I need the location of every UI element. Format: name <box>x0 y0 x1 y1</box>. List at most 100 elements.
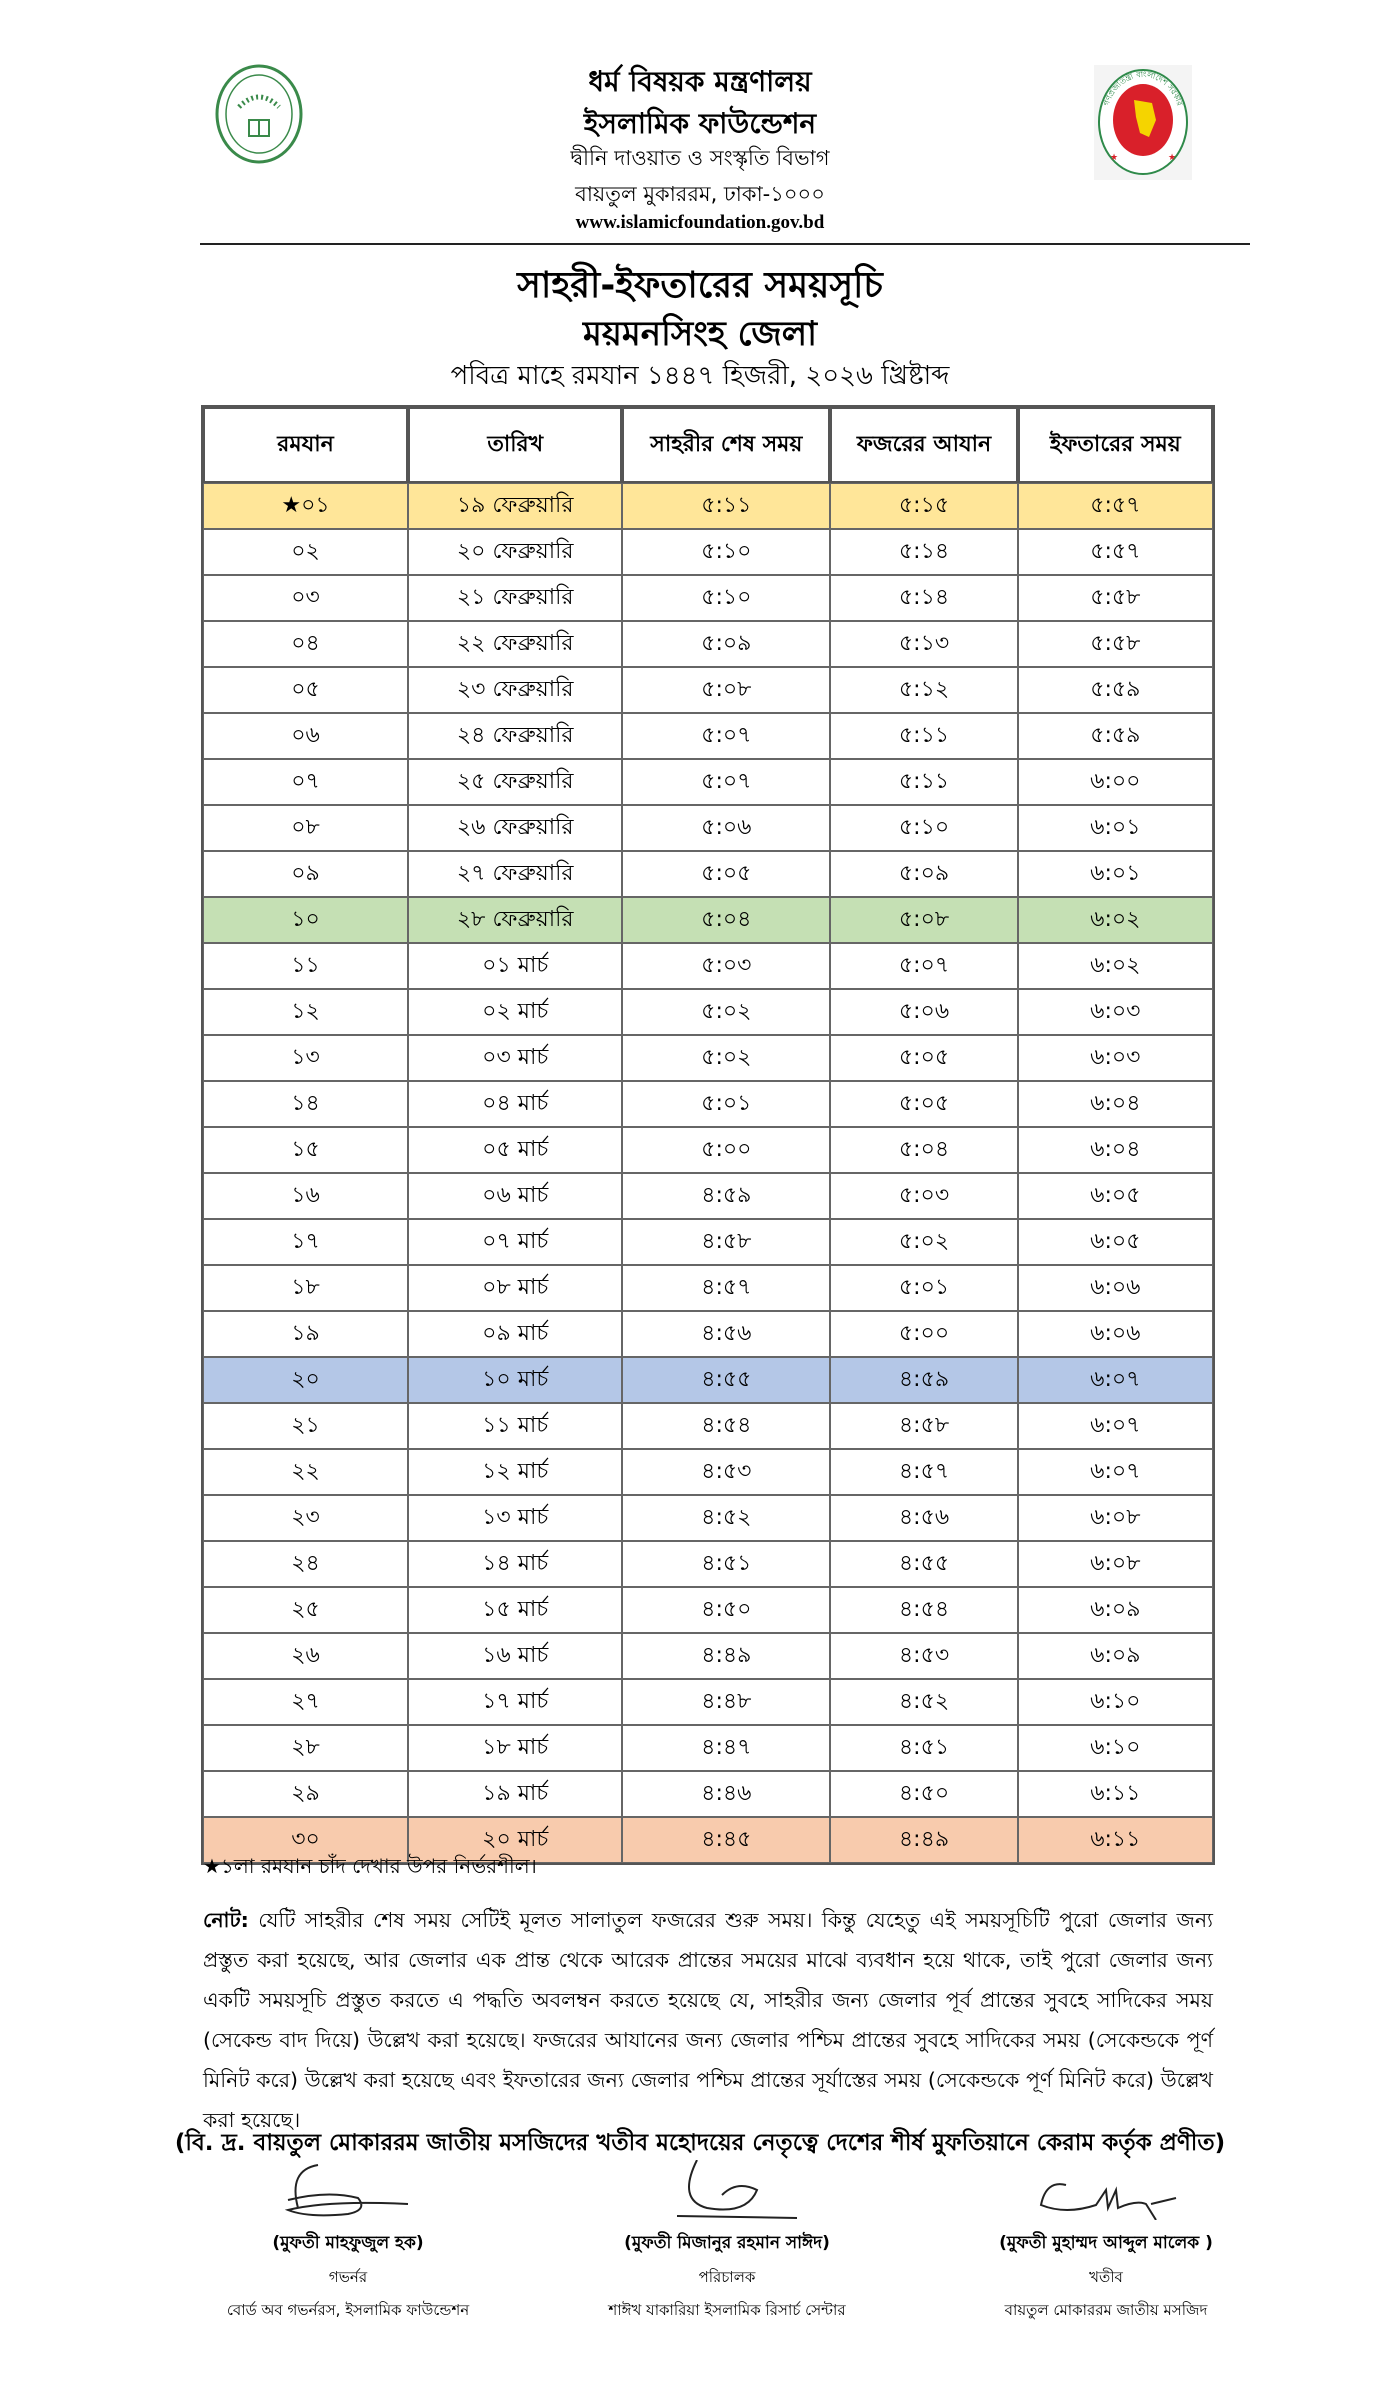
cell-iftar-time: ৬:০০ <box>1017 759 1213 805</box>
cell-date: ১১ মার্চ <box>408 1403 623 1449</box>
cell-date: ২৫ ফেব্রুয়ারি <box>408 759 623 805</box>
cell-ramadan-day: ০২ <box>203 529 409 575</box>
cell-fajr-azan-time: ৪:৫৫ <box>830 1541 1018 1587</box>
cell-iftar-time: ৬:০১ <box>1017 851 1213 897</box>
signature-1 <box>284 2164 409 2217</box>
table-row: ২৮ ১৮ মার্চ ৪:৪৭ ৪:৫১ ৬:১০ <box>203 1725 1213 1771</box>
cell-ramadan-day: ১৫ <box>203 1127 409 1173</box>
cell-date: ১৯ মার্চ <box>408 1771 623 1817</box>
table-row: ০৪ ২২ ফেব্রুয়ারি ৫:০৯ ৫:১৩ ৫:৫৮ <box>203 621 1213 667</box>
table-row: ১৫ ০৫ মার্চ ৫:০০ ৫:০৪ ৬:০৪ <box>203 1127 1213 1173</box>
cell-iftar-time: ৫:৫৭ <box>1017 529 1213 575</box>
cell-sehri-end-time: ৫:০৮ <box>622 667 831 713</box>
table-row: ০৩ ২১ ফেব্রুয়ারি ৫:১০ ৫:১৪ ৫:৫৮ <box>203 575 1213 621</box>
cell-date: ১৬ মার্চ <box>408 1633 623 1679</box>
credit-line: (বি. দ্র. বায়তুল মোকাররম জাতীয় মসজিদের… <box>174 2130 1226 2156</box>
cell-iftar-time: ৫:৫৮ <box>1017 621 1213 667</box>
cell-sehri-end-time: ৪:৫৫ <box>622 1357 831 1403</box>
table-body: ★০১ ১৯ ফেব্রুয়ারি ৫:১১ ৫:১৫ ৫:৫৭ ০২ ২০ ফেব্রু… <box>203 483 1213 1863</box>
cell-fajr-azan-time: ৫:১২ <box>830 667 1018 713</box>
cell-date: ২১ ফেব্রুয়ারি <box>408 575 623 621</box>
table-row: ১৯ ০৯ মার্চ ৪:৫৬ ৫:০০ ৬:০৬ <box>203 1311 1213 1357</box>
cell-iftar-time: ৫:৫৮ <box>1017 575 1213 621</box>
cell-sehri-end-time: ৫:১০ <box>622 575 831 621</box>
cell-iftar-time: ৬:০৪ <box>1017 1127 1213 1173</box>
table-row: ১৩ ০৩ মার্চ ৫:০২ ৫:০৫ ৬:০৩ <box>203 1035 1213 1081</box>
cell-date: ০৯ মার্চ <box>408 1311 623 1357</box>
department-name: দ্বীনি দাওয়াত ও সংস্কৃতি বিভাগ <box>570 146 830 170</box>
cell-sehri-end-time: ৫:১১ <box>622 483 831 529</box>
cell-fajr-azan-time: ৫:০২ <box>830 1219 1018 1265</box>
table-row: ১৭ ০৭ মার্চ ৪:৫৮ ৫:০২ ৬:০৫ <box>203 1219 1213 1265</box>
cell-fajr-azan-time: ৫:১৪ <box>830 575 1018 621</box>
column-header-iftar: ইফতারের সময় <box>1017 407 1213 483</box>
table-row: ১১ ০১ মার্চ ৫:০৩ ৫:০৭ ৬:০২ <box>203 943 1213 989</box>
cell-sehri-end-time: ৪:৪৫ <box>622 1817 831 1863</box>
cell-date: ১৪ মার্চ <box>408 1541 623 1587</box>
cell-ramadan-day: ২৯ <box>203 1771 409 1817</box>
cell-fajr-azan-time: ৪:৫১ <box>830 1725 1018 1771</box>
cell-fajr-azan-time: ৫:১১ <box>830 759 1018 805</box>
cell-ramadan-day: ২৩ <box>203 1495 409 1541</box>
table-header-row: রমযান তারিখ সাহরীর শেষ সময় ফজরের আযান ই… <box>203 407 1213 483</box>
cell-iftar-time: ৬:১০ <box>1017 1679 1213 1725</box>
cell-sehri-end-time: ৫:০৭ <box>622 713 831 759</box>
website-link[interactable]: www.islamicfoundation.gov.bd <box>575 212 825 233</box>
cell-ramadan-day: ২১ <box>203 1403 409 1449</box>
cell-iftar-time: ৬:০৭ <box>1017 1449 1213 1495</box>
cell-fajr-azan-time: ৪:৫৭ <box>830 1449 1018 1495</box>
cell-sehri-end-time: ৪:৫০ <box>622 1587 831 1633</box>
cell-iftar-time: ৬:০৯ <box>1017 1587 1213 1633</box>
cell-fajr-azan-time: ৪:৫৪ <box>830 1587 1018 1633</box>
cell-date: ০৭ মার্চ <box>408 1219 623 1265</box>
cell-iftar-time: ৬:০৯ <box>1017 1633 1213 1679</box>
cell-sehri-end-time: ৫:০০ <box>622 1127 831 1173</box>
cell-iftar-time: ৬:০৩ <box>1017 1035 1213 1081</box>
cell-date: ১৫ মার্চ <box>408 1587 623 1633</box>
table-row: ৩০ ২০ মার্চ ৪:৪৫ ৪:৪৯ ৬:১১ <box>203 1817 1213 1863</box>
table-row: ০৬ ২৪ ফেব্রুয়ারি ৫:০৭ ৫:১১ ৫:৫৯ <box>203 713 1213 759</box>
cell-fajr-azan-time: ৪:৫৮ <box>830 1403 1018 1449</box>
cell-ramadan-day: ০৪ <box>203 621 409 667</box>
cell-iftar-time: ৬:০৫ <box>1017 1173 1213 1219</box>
cell-sehri-end-time: ৫:০২ <box>622 1035 831 1081</box>
cell-fajr-azan-time: ৫:১৫ <box>830 483 1018 529</box>
table-row: ★০১ ১৯ ফেব্রুয়ারি ৫:১১ ৫:১৫ ৫:৫৭ <box>203 483 1213 529</box>
cell-iftar-time: ৫:৫৯ <box>1017 667 1213 713</box>
subtitle: পবিত্র মাহে রমযান ১৪৪৭ হিজরী, ২০২৬ খ্রিষ… <box>450 361 950 391</box>
cell-iftar-time: ৬:০৩ <box>1017 989 1213 1035</box>
cell-ramadan-day: ২২ <box>203 1449 409 1495</box>
signatory-name: (মুফতী মাহফুজুল হক) <box>272 2233 424 2253</box>
cell-sehri-end-time: ৫:০৫ <box>622 851 831 897</box>
cell-ramadan-day: ★০১ <box>203 483 409 529</box>
cell-iftar-time: ৬:১১ <box>1017 1817 1213 1863</box>
cell-ramadan-day: ১৮ <box>203 1265 409 1311</box>
cell-iftar-time: ৬:০৬ <box>1017 1311 1213 1357</box>
cell-iftar-time: ৫:৫৭ <box>1017 483 1213 529</box>
cell-date: ২৬ ফেব্রুয়ারি <box>408 805 623 851</box>
table-row: ২৭ ১৭ মার্চ ৪:৪৮ ৪:৫২ ৬:১০ <box>203 1679 1213 1725</box>
cell-fajr-azan-time: ৫:০৫ <box>830 1081 1018 1127</box>
cell-ramadan-day: ২৪ <box>203 1541 409 1587</box>
page-title: সাহরী-ইফতারের সময়সূচি <box>517 265 883 306</box>
cell-sehri-end-time: ৫:০১ <box>622 1081 831 1127</box>
cell-iftar-time: ৬:০৪ <box>1017 1081 1213 1127</box>
cell-ramadan-day: ২৫ <box>203 1587 409 1633</box>
signatory-name: (মুফতী মুহাম্মদ আব্দুল মালেক ) <box>999 2233 1213 2253</box>
cell-ramadan-day: ০৮ <box>203 805 409 851</box>
note-text: যেটি সাহরীর শেষ সময় সেটিই মূলত সালাতুল … <box>203 1908 1213 2132</box>
cell-sehri-end-time: ৫:০৩ <box>622 943 831 989</box>
cell-iftar-time: ৬:১১ <box>1017 1771 1213 1817</box>
cell-fajr-azan-time: ৫:১০ <box>830 805 1018 851</box>
cell-sehri-end-time: ৪:৫৪ <box>622 1403 831 1449</box>
cell-fajr-azan-time: ৫:১১ <box>830 713 1018 759</box>
signature-3 <box>1039 2183 1177 2221</box>
address: বায়তুল মুকাররম, ঢাকা-১০০০ <box>575 182 825 206</box>
district-title: ময়মনসিংহ জেলা <box>582 314 817 354</box>
cell-fajr-azan-time: ৪:৫২ <box>830 1679 1018 1725</box>
cell-fajr-azan-time: ৫:০৪ <box>830 1127 1018 1173</box>
note-label: নোট: <box>203 1908 249 1932</box>
cell-date: ০৮ মার্চ <box>408 1265 623 1311</box>
table-row: ২৪ ১৪ মার্চ ৪:৫১ ৪:৫৫ ৬:০৮ <box>203 1541 1213 1587</box>
cell-iftar-time: ৬:০৭ <box>1017 1403 1213 1449</box>
